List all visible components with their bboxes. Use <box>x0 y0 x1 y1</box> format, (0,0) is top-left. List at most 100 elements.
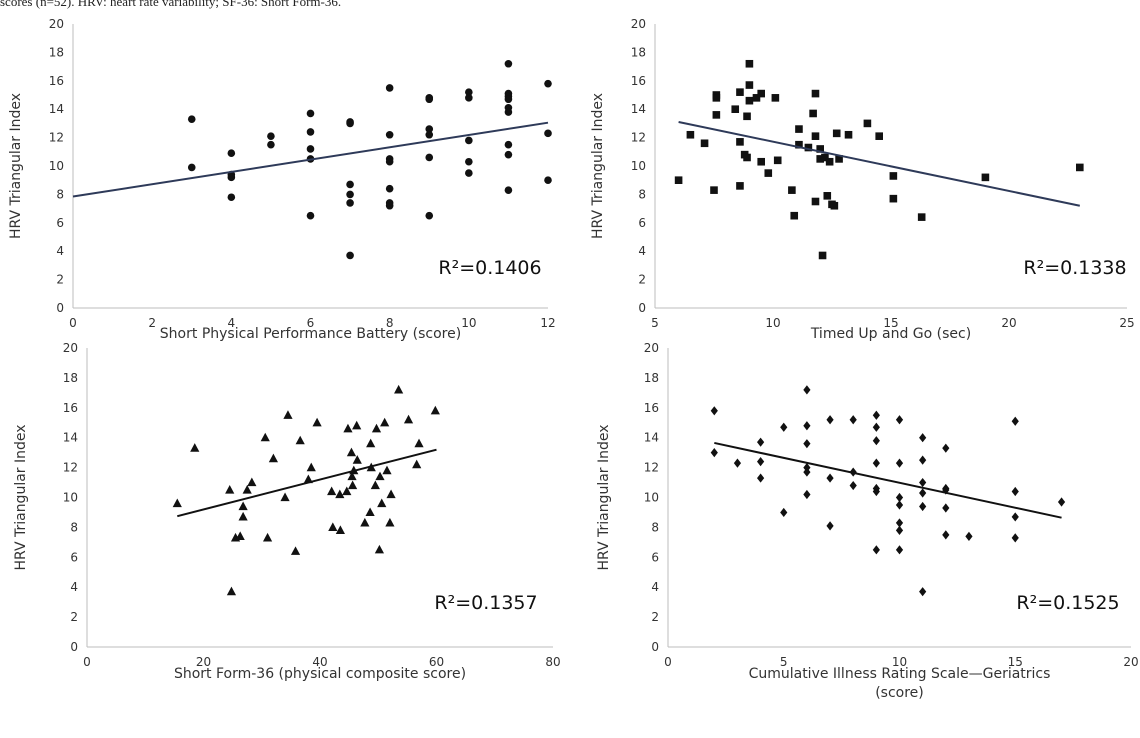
y-tick-label: 12 <box>63 461 78 475</box>
x-tick-label: 6 <box>307 316 315 330</box>
data-point <box>872 458 880 468</box>
data-point <box>919 501 927 512</box>
data-point <box>394 384 404 394</box>
data-point <box>849 480 857 491</box>
data-point <box>1011 416 1019 426</box>
data-point <box>290 546 301 555</box>
y-tick-label: 2 <box>56 273 64 287</box>
data-point <box>335 489 345 499</box>
x-tick-label: 5 <box>780 655 788 669</box>
data-point <box>346 190 354 199</box>
data-point <box>745 59 754 68</box>
data-point <box>225 485 235 494</box>
data-point <box>919 477 927 488</box>
data-point <box>425 211 434 220</box>
data-point <box>895 518 904 528</box>
data-point <box>430 405 440 415</box>
data-point <box>816 145 824 153</box>
data-point <box>733 458 742 468</box>
data-point <box>700 139 709 148</box>
x-axis-label: Short Form-36 (physical composite score) <box>174 666 466 682</box>
y-tick-label: 0 <box>651 640 659 654</box>
y-tick-label: 4 <box>638 244 646 258</box>
data-point <box>674 176 683 184</box>
data-point <box>752 94 761 102</box>
data-point <box>346 119 354 128</box>
data-point <box>306 145 315 153</box>
y-tick-label: 10 <box>49 159 64 173</box>
data-point <box>238 511 248 521</box>
r-squared-label: R²=0.1338 <box>1023 257 1126 279</box>
r-squared-label: R²=0.1406 <box>438 257 541 279</box>
x-tick-label: 0 <box>664 655 672 669</box>
y-tick-label: 12 <box>631 131 646 145</box>
data-point <box>712 111 721 119</box>
x-tick-label: 25 <box>1119 316 1134 330</box>
data-point <box>816 155 824 163</box>
data-point <box>544 129 552 138</box>
data-point <box>504 108 513 116</box>
data-point <box>544 176 552 184</box>
data-point <box>346 199 354 207</box>
data-point <box>1011 533 1019 543</box>
data-point <box>343 423 353 433</box>
y-tick-label: 20 <box>644 341 659 355</box>
y-tick-label: 12 <box>49 131 64 145</box>
y-tick-label: 6 <box>56 216 64 230</box>
data-point <box>1057 497 1066 507</box>
data-point <box>504 140 513 149</box>
data-point <box>743 112 751 121</box>
y-tick-label: 14 <box>49 102 64 116</box>
x-tick-label: 15 <box>1008 655 1023 669</box>
data-point <box>267 140 275 149</box>
data-point <box>809 109 817 118</box>
data-point <box>187 115 196 123</box>
data-point <box>242 485 252 494</box>
y-tick-label: 16 <box>644 401 659 415</box>
data-point <box>371 423 382 433</box>
data-point <box>370 480 380 490</box>
data-point <box>889 172 898 180</box>
data-point <box>919 488 927 498</box>
x-tick-label: 20 <box>1123 655 1138 669</box>
data-point <box>803 467 811 477</box>
trendline <box>177 448 437 518</box>
data-point <box>790 211 799 220</box>
data-point <box>226 586 237 596</box>
data-point <box>342 486 352 496</box>
y-tick-label: 4 <box>70 580 78 594</box>
panel-sf36: 0 2 4 6 8 10 12 14 16 18 20 0 20 40 60 80 HRV Triangular… <box>13 341 561 682</box>
data-point <box>504 95 513 104</box>
y-tick-label: 0 <box>70 640 78 654</box>
data-point <box>465 94 473 102</box>
data-point <box>872 410 880 420</box>
data-point <box>710 186 718 194</box>
panel-timed-up-and-go: 0 2 4 6 8 10 12 14 16 18 20 5 10 15 20 25 HRV Triangular… <box>590 17 1135 342</box>
data-point <box>803 489 811 500</box>
data-point <box>849 415 857 425</box>
data-point <box>352 455 362 464</box>
data-point <box>919 433 927 443</box>
data-point <box>875 132 883 140</box>
x-tick-label: 40 <box>312 655 327 669</box>
x-axis-label: Cumulative Illness Rating Scale—Geriatri… <box>749 666 1051 682</box>
data-point <box>965 531 973 541</box>
data-point <box>826 521 834 531</box>
data-point <box>710 406 718 416</box>
data-point <box>504 186 513 194</box>
y-tick-label: 12 <box>644 461 659 475</box>
data-point <box>736 182 744 190</box>
data-point <box>780 507 788 518</box>
data-point <box>1076 163 1084 172</box>
data-point <box>826 415 834 425</box>
x-tick-label: 80 <box>545 655 560 669</box>
data-point <box>821 153 829 162</box>
y-axis-label: HRV Triangular Index <box>8 93 24 239</box>
data-point <box>348 480 358 490</box>
data-point <box>743 153 751 162</box>
data-point <box>385 201 394 210</box>
x-tick-label: 10 <box>461 316 476 330</box>
data-point <box>895 492 904 503</box>
trendline <box>678 121 1081 207</box>
data-point <box>268 453 278 463</box>
